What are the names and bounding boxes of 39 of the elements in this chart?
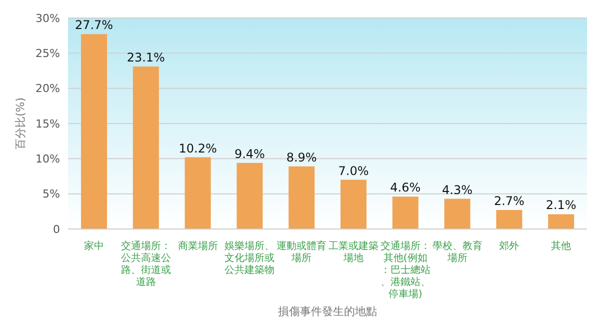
x-tick-label: 運動或體育場所 bbox=[276, 240, 327, 264]
data-label: 4.6% bbox=[390, 180, 421, 195]
data-label: 2.7% bbox=[494, 194, 524, 208]
data-label: 23.1% bbox=[126, 50, 165, 65]
y-tick-label: 10% bbox=[36, 152, 60, 166]
data-label: 8.9% bbox=[286, 150, 317, 164]
y-axis-title: 百分比(%) bbox=[14, 97, 27, 150]
x-tick-label: 交通場所：公共高速公路、街道或道路 bbox=[120, 240, 171, 288]
y-tick-label: 30% bbox=[36, 12, 60, 25]
bar bbox=[444, 198, 470, 229]
data-label: 4.3% bbox=[442, 182, 473, 197]
x-tick-label: 學校、教育場所 bbox=[432, 240, 482, 264]
y-tick-label: 5% bbox=[42, 188, 60, 201]
y-tick-label: 0 bbox=[53, 222, 60, 236]
y-tick-label: 15% bbox=[36, 117, 60, 130]
bar bbox=[392, 196, 418, 229]
bar bbox=[288, 166, 315, 229]
x-tick-label: 娛樂場所、文化場所或公共建築物 bbox=[224, 240, 275, 276]
x-tick-label: 交通場所：其他(例如：巴士總站、港鐵站、停車場) bbox=[380, 240, 430, 300]
data-label: 2.1% bbox=[546, 198, 576, 212]
bar bbox=[81, 34, 107, 229]
x-tick-label: 商業場所 bbox=[178, 240, 218, 252]
bar bbox=[340, 180, 366, 229]
bar bbox=[236, 162, 263, 229]
data-label: 27.7% bbox=[74, 18, 114, 32]
x-axis-title: 損傷事件發生的地點 bbox=[278, 305, 377, 318]
x-tick-label: 工業或建築場地 bbox=[328, 240, 378, 264]
x-tick-label: 郊外 bbox=[499, 240, 520, 252]
x-tick-label: 其他 bbox=[551, 240, 572, 252]
y-tick-label: 20% bbox=[36, 82, 60, 96]
data-label: 9.4% bbox=[234, 146, 265, 161]
x-tick-label: 家中 bbox=[84, 240, 104, 252]
bar bbox=[132, 66, 159, 229]
data-label: 10.2% bbox=[178, 141, 217, 156]
bar bbox=[548, 214, 574, 229]
bar bbox=[496, 210, 522, 229]
bar bbox=[184, 157, 211, 229]
data-label: 7.0% bbox=[338, 164, 369, 178]
y-tick-label: 25% bbox=[36, 47, 60, 60]
